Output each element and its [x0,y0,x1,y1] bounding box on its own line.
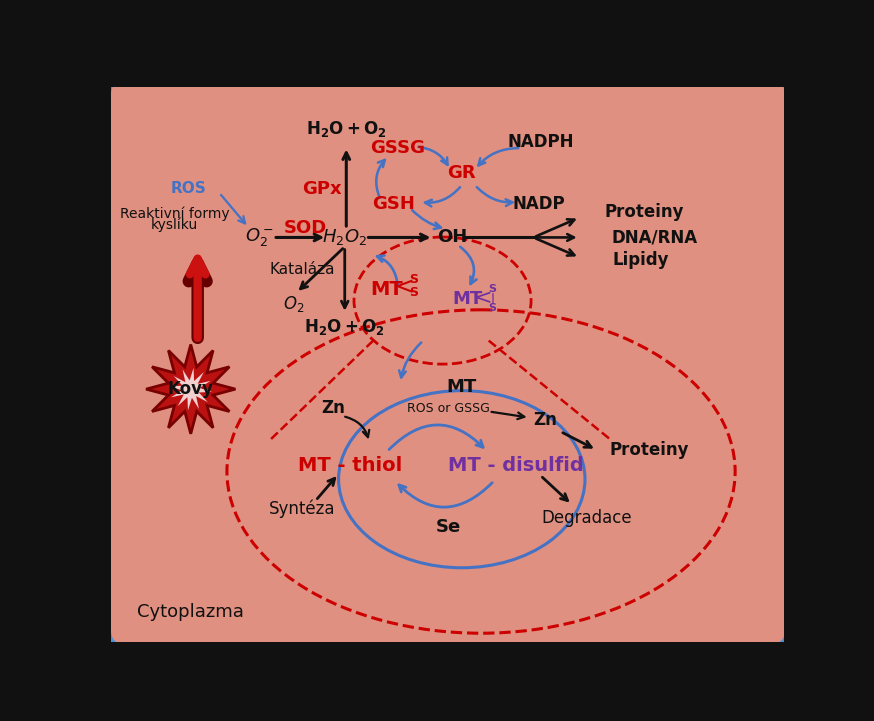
Text: MT: MT [371,280,404,298]
Text: Proteiny: Proteiny [609,441,689,459]
Text: $H_2O_2$: $H_2O_2$ [323,227,367,247]
Text: kyslíku: kyslíku [151,218,198,232]
Text: S: S [410,273,419,286]
Text: Se: Se [436,518,461,536]
Text: OH: OH [437,229,468,247]
Text: S: S [489,284,496,294]
Text: ROS or GSSG: ROS or GSSG [407,402,490,415]
Text: Kovy: Kovy [168,380,213,398]
Text: DNA/RNA: DNA/RNA [612,229,698,247]
Text: Kataláza: Kataláza [270,262,335,278]
Text: Cytoplazma: Cytoplazma [136,603,244,621]
Text: $\mathbf{H_2O + O_2}$: $\mathbf{H_2O + O_2}$ [306,119,386,139]
Text: SOD: SOD [284,219,327,237]
Polygon shape [170,368,212,410]
Text: <: < [474,288,493,307]
Text: Zn: Zn [533,411,557,429]
Text: GPx: GPx [302,180,342,198]
Text: <: < [394,275,414,298]
Text: MT: MT [452,290,482,308]
Polygon shape [146,345,235,434]
Text: GSH: GSH [372,195,415,213]
Text: $O_2$: $O_2$ [283,294,305,314]
Text: Reaktivní formy: Reaktivní formy [120,206,229,221]
Text: GR: GR [447,164,476,182]
Text: MT: MT [447,378,477,396]
Text: MT - thiol: MT - thiol [298,456,402,475]
Text: NADPH: NADPH [508,133,574,151]
Text: MT - disulfid: MT - disulfid [447,456,584,475]
Text: Proteiny: Proteiny [605,203,684,221]
Text: S: S [410,286,419,298]
Text: GSSG: GSSG [371,139,426,157]
Text: $O_2^-$: $O_2^-$ [246,226,274,249]
Text: Lipidy: Lipidy [613,251,669,269]
Text: ROS: ROS [170,182,206,196]
Text: Degradace: Degradace [541,509,632,527]
FancyBboxPatch shape [106,76,790,649]
Text: $\mathbf{H_2O + O_2}$: $\mathbf{H_2O + O_2}$ [304,317,385,337]
Text: NADP: NADP [512,195,565,213]
Text: Zn: Zn [322,399,345,417]
Text: |: | [490,293,495,304]
Text: Syntéza: Syntéza [269,499,336,518]
Text: S: S [489,303,496,312]
